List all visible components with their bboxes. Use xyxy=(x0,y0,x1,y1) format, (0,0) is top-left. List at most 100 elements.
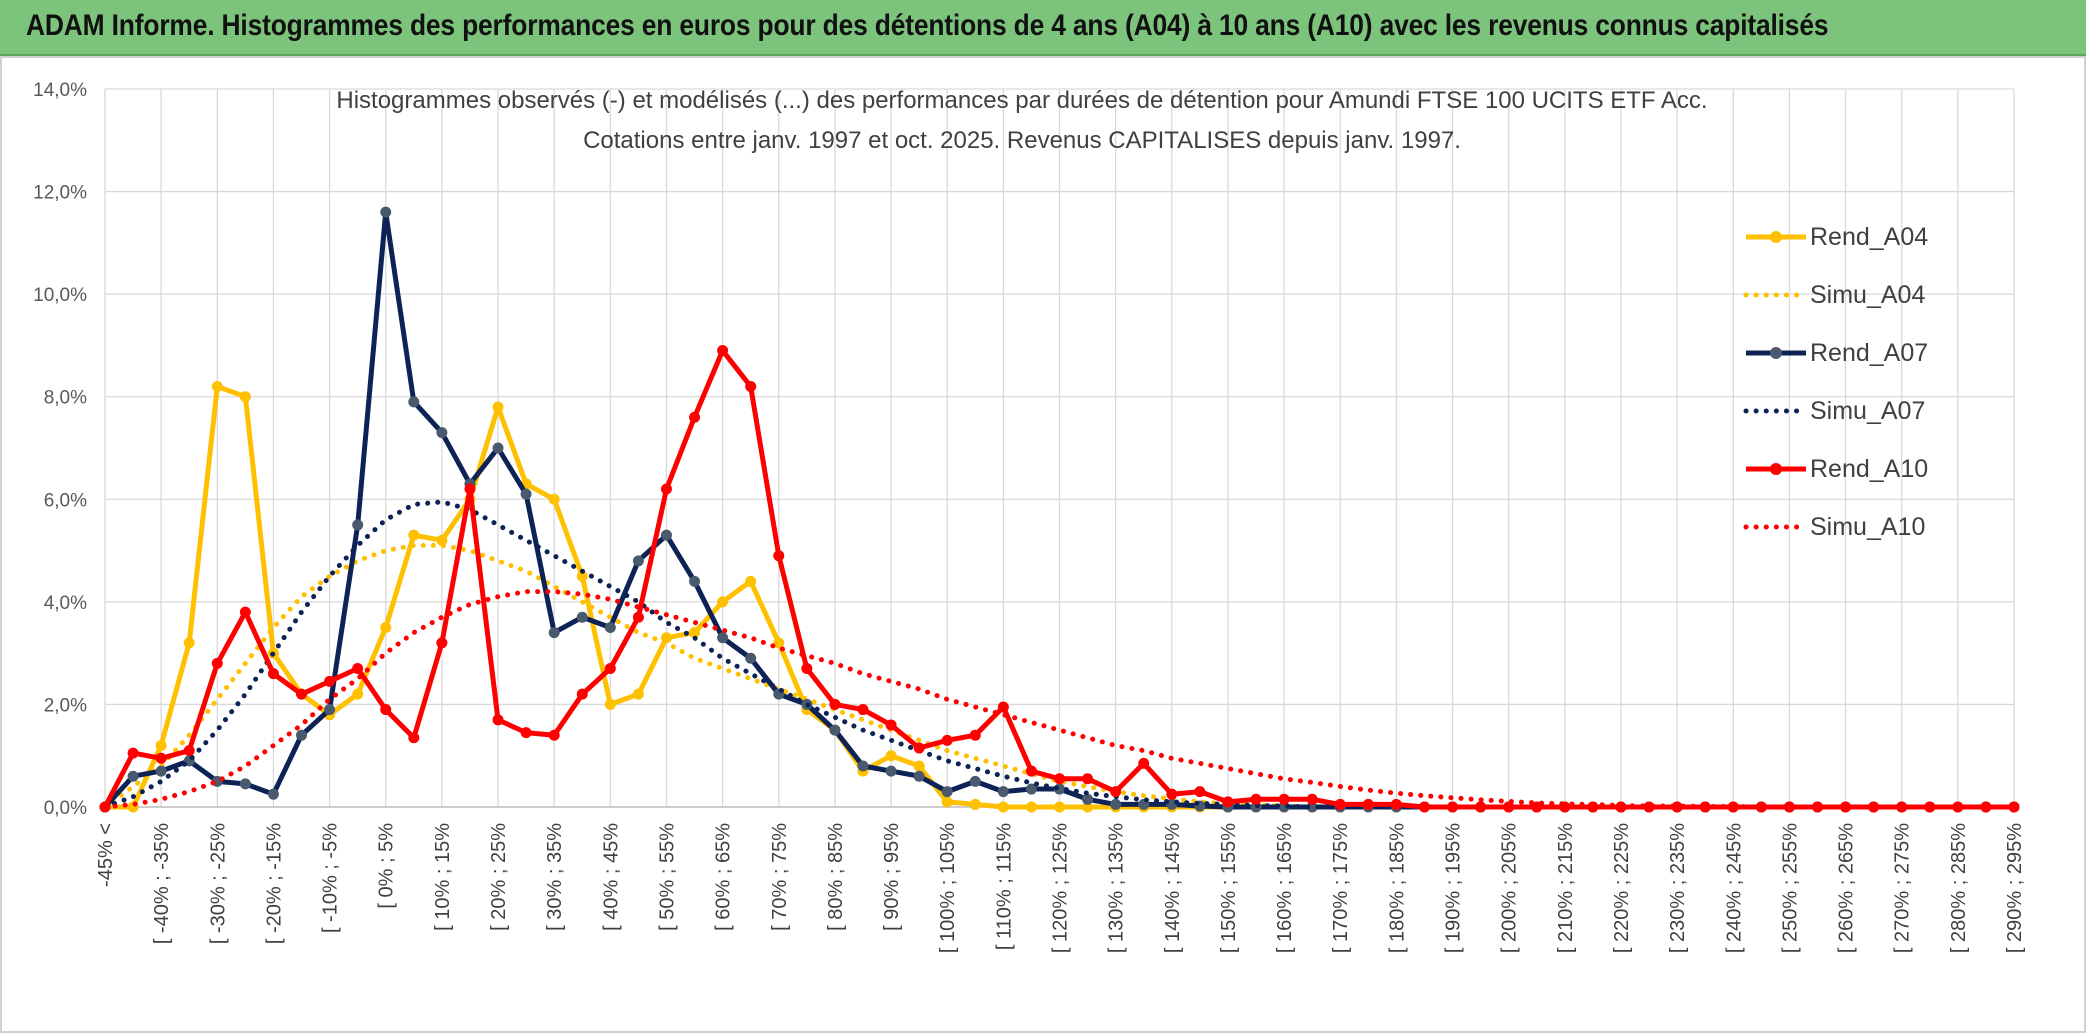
data-point xyxy=(155,752,167,764)
data-point xyxy=(941,786,953,798)
data-point xyxy=(689,411,701,423)
data-point xyxy=(492,442,504,454)
legend-label: Rend_A07 xyxy=(1810,339,1928,367)
data-point xyxy=(1531,801,1543,813)
x-tick-label: [ 70% ; 75% xyxy=(769,823,791,931)
data-point xyxy=(408,396,420,408)
y-tick-label: 2,0% xyxy=(44,695,87,716)
data-point xyxy=(941,734,953,746)
x-tick-label: [ -20% ; -15% xyxy=(263,823,285,944)
x-tick-label: [ -40% ; -35% xyxy=(151,823,173,944)
data-point xyxy=(1447,801,1459,813)
data-point xyxy=(1082,793,1094,805)
y-tick-label: 4,0% xyxy=(44,593,87,614)
data-point xyxy=(997,801,1009,813)
data-point xyxy=(127,770,139,782)
data-point xyxy=(380,622,392,633)
data-point xyxy=(1250,793,1262,805)
data-point xyxy=(717,345,729,357)
data-point xyxy=(380,704,392,716)
data-point xyxy=(1475,801,1487,813)
banner-title: ADAM Informe. Histogrammes des performan… xyxy=(26,9,1829,42)
data-point xyxy=(1362,798,1374,810)
series-rend_a10 xyxy=(99,345,2020,813)
data-point xyxy=(1503,801,1515,813)
legend-label: Simu_A04 xyxy=(1810,281,1925,309)
series-simu_a10 xyxy=(102,589,2017,810)
data-point xyxy=(1110,798,1122,810)
x-tick-label: [ 90% ; 95% xyxy=(881,823,903,931)
data-point xyxy=(352,688,364,700)
y-tick-label: 6,0% xyxy=(44,490,87,511)
chart-subtitle: Cotations entre janv. 1997 et oct. 2025.… xyxy=(583,127,1461,154)
x-tick-label: [ 100% ; 105% xyxy=(937,823,959,953)
data-point xyxy=(464,483,476,495)
x-tick-label: [ 10% ; 15% xyxy=(432,823,454,931)
data-point xyxy=(773,637,785,649)
series-line xyxy=(102,542,2017,810)
data-point xyxy=(913,742,925,754)
data-point xyxy=(604,622,616,633)
data-point xyxy=(829,698,841,710)
data-point xyxy=(857,704,869,716)
data-point xyxy=(155,765,167,777)
x-tick-label: [ 210% ; 215% xyxy=(1555,823,1577,953)
legend-label: Simu_A07 xyxy=(1810,397,1925,425)
data-point xyxy=(1054,801,1065,813)
x-tick-label: [ 260% ; 265% xyxy=(1836,823,1858,953)
data-point xyxy=(1082,773,1094,785)
legend-marker xyxy=(1770,231,1782,243)
data-point xyxy=(155,739,167,751)
legend-marker xyxy=(1770,347,1782,359)
data-point xyxy=(267,788,279,800)
data-point xyxy=(2008,801,2020,813)
y-tick-label: 14,0% xyxy=(33,80,87,101)
data-point xyxy=(408,732,420,744)
x-tick-label: [ 130% ; 135% xyxy=(1106,823,1128,953)
data-point xyxy=(183,745,195,757)
data-point xyxy=(1418,801,1430,813)
data-point xyxy=(969,798,981,810)
data-point xyxy=(296,729,308,741)
data-point xyxy=(1306,793,1318,805)
chart: Histogrammes observés (-) et modélisés (… xyxy=(33,80,2026,953)
data-point xyxy=(239,606,251,618)
x-tick-label: [ 110% ; 115% xyxy=(993,823,1015,950)
data-point xyxy=(801,663,813,675)
banner: ADAM Informe. Histogrammes des performan… xyxy=(0,0,2086,56)
x-tick-label: [ 170% ; 175% xyxy=(1330,823,1352,953)
data-point xyxy=(211,380,223,392)
data-point xyxy=(969,775,981,787)
series xyxy=(99,206,2020,813)
data-point xyxy=(520,727,532,739)
data-point xyxy=(548,729,560,741)
data-point xyxy=(239,778,251,790)
data-point xyxy=(885,765,897,777)
legend-label: Simu_A10 xyxy=(1810,513,1925,541)
y-tick-label: 12,0% xyxy=(33,183,87,204)
data-point xyxy=(548,493,560,505)
data-point xyxy=(997,786,1009,798)
data-point xyxy=(632,611,644,623)
data-point xyxy=(1334,798,1346,810)
legend-label: Rend_A04 xyxy=(1810,223,1928,251)
data-point xyxy=(632,555,644,567)
x-tick-label: [ 40% ; 45% xyxy=(600,823,622,931)
x-tick-label: [ 160% ; 165% xyxy=(1274,823,1296,953)
x-tick-label: [ 20% ; 25% xyxy=(488,823,510,931)
x-tick-label: [ 270% ; 275% xyxy=(1892,823,1914,953)
data-point xyxy=(632,688,644,700)
data-point xyxy=(1194,786,1206,798)
data-point xyxy=(576,688,588,700)
x-tick-label: [ 230% ; 235% xyxy=(1667,823,1689,953)
data-point xyxy=(689,575,701,587)
data-point xyxy=(436,427,448,439)
data-point xyxy=(408,529,420,541)
data-point xyxy=(660,529,672,541)
data-point xyxy=(660,483,672,495)
axes: 0,0% 2,0% 4,0% 6,0% 8,0% 10,0% 12,0% 14,0% -45% … xyxy=(33,80,2026,953)
x-tick-label: [ 250% ; 255% xyxy=(1779,823,1801,953)
data-point xyxy=(296,688,308,700)
legend-label: Rend_A10 xyxy=(1810,455,1928,483)
x-tick-label: [ 60% ; 65% xyxy=(713,823,735,931)
